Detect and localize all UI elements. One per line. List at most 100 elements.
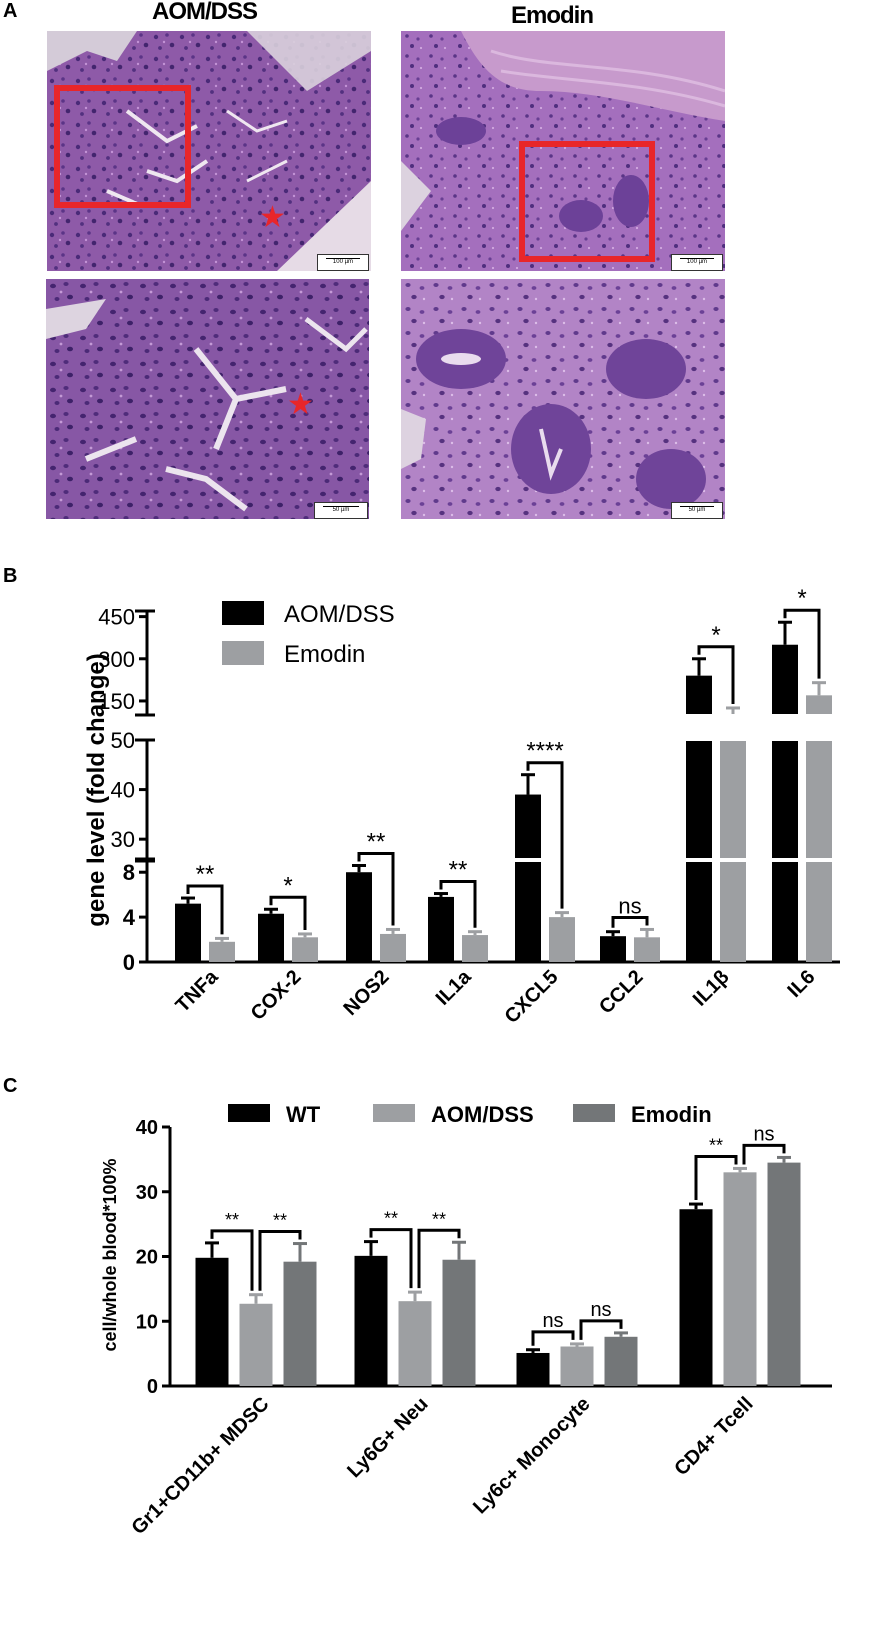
star-marker: ★ (287, 388, 314, 421)
axis-break-gap (341, 714, 411, 741)
axis-break-gap (681, 714, 751, 741)
significance-bracket (694, 1154, 738, 1201)
axis-break-gap (423, 858, 493, 862)
significance-bracket (526, 761, 564, 909)
bar (209, 941, 235, 962)
significance-bracket (210, 1229, 254, 1291)
legend-swatch (228, 1104, 270, 1122)
significance-label: ** (367, 828, 386, 855)
bar (346, 872, 372, 962)
bar (283, 1261, 317, 1386)
y-tick-label: 0 (123, 950, 135, 975)
significance-label: ** (709, 1135, 723, 1155)
axis-break-gap (423, 714, 493, 741)
significance-label: ns (618, 893, 641, 918)
y-tick-label: 30 (136, 1182, 158, 1204)
micrograph-emodin-100um: 100 µm (401, 31, 725, 271)
axis-break-gap (341, 858, 411, 862)
legend-swatch (222, 601, 264, 625)
panel-a-title-emodin: Emodin (511, 2, 594, 29)
panel-a-letter: A (3, 0, 18, 22)
bar (604, 1336, 638, 1386)
significance-bracket (357, 851, 395, 926)
bar (354, 1255, 388, 1386)
blood-cell-chart: 0 10 20 30 40 cell/whole blood*100% ** ** Gr1+CD… (100, 1102, 832, 1539)
panel-c-letter: C (3, 1075, 18, 1097)
significance-label: ** (196, 861, 215, 888)
x-tick-label: TNFa (172, 965, 224, 1017)
significance-bracket (579, 1319, 623, 1340)
axis-break-gap (510, 858, 580, 862)
legend-swatch (573, 1104, 615, 1122)
axis-break-gap (767, 858, 837, 862)
bar (175, 903, 201, 962)
zoom-box (519, 141, 655, 262)
micrograph-aom-50um: ★ 50 µm (46, 279, 369, 519)
bar (239, 1303, 273, 1386)
x-tick-label: IL6 (784, 966, 820, 1002)
x-tick-label: Gr1+CD11b+ MDSC (128, 1393, 274, 1539)
significance-label: ns (590, 1299, 611, 1321)
y-tick-label: 40 (111, 778, 135, 803)
x-tick-label: Ly6G+ Neu (343, 1393, 432, 1482)
y-tick-label: 450 (98, 605, 135, 630)
x-tick-label: CD4+ Tcell (670, 1393, 757, 1480)
bar (428, 896, 454, 962)
bar (720, 715, 746, 962)
zoom-box (54, 85, 191, 208)
y-tick-label: 300 (98, 647, 135, 672)
x-tick-label: COX-2 (247, 966, 306, 1025)
significance-bracket (611, 915, 649, 928)
bar (515, 794, 541, 962)
significance-bracket (369, 1228, 413, 1289)
significance-label: ** (225, 1210, 239, 1230)
scalebar: 100 µm (317, 254, 369, 271)
significance-bracket (258, 1230, 302, 1291)
bar (380, 933, 406, 962)
axis-break-gap (253, 858, 323, 862)
y-tick-label: 40 (136, 1117, 158, 1139)
significance-label: ns (753, 1123, 774, 1145)
bar (398, 1301, 432, 1386)
axis-break-gap (170, 714, 240, 741)
significance-label: * (711, 622, 720, 649)
significance-bracket (186, 884, 224, 935)
axis-break-gap (510, 714, 580, 741)
y-tick-label: 50 (111, 728, 135, 753)
significance-bracket (742, 1143, 786, 1165)
y-tick-label: 0 (147, 1376, 158, 1398)
legend-swatch (373, 1104, 415, 1122)
bar (600, 936, 626, 962)
legend-swatch (222, 641, 264, 665)
scalebar: 50 µm (671, 502, 723, 519)
bar (516, 1352, 550, 1386)
legend-label: AOM/DSS (431, 1102, 534, 1127)
y-tick-label: 20 (136, 1247, 158, 1269)
bar (634, 937, 660, 962)
significance-bracket (417, 1228, 461, 1289)
axis-break-gap (253, 714, 323, 741)
legend-label: WT (286, 1102, 321, 1127)
axis-break-gap (170, 858, 240, 862)
x-tick-label: IL1a (432, 965, 476, 1009)
y-tick-label: 150 (98, 689, 135, 714)
bar (442, 1259, 476, 1386)
significance-label: ** (449, 857, 468, 884)
bar (258, 913, 284, 962)
significance-label: ** (273, 1211, 287, 1231)
significance-label: * (797, 585, 806, 612)
significance-label: **** (526, 738, 563, 765)
scalebar: 50 µm (314, 502, 368, 519)
star-marker: ★ (259, 201, 286, 234)
significance-label: * (283, 872, 292, 899)
significance-bracket (531, 1330, 575, 1346)
significance-bracket (697, 645, 735, 704)
y-tick-label: 4 (123, 905, 136, 930)
y-tick-label: 10 (136, 1311, 158, 1333)
y-tick-label: 8 (123, 860, 135, 885)
significance-label: ns (542, 1310, 563, 1332)
axis-break-gap (767, 714, 837, 741)
panel-b-letter: B (3, 565, 18, 587)
micrograph-emodin-50um: 50 µm (401, 279, 725, 519)
significance-label: ** (384, 1209, 398, 1229)
